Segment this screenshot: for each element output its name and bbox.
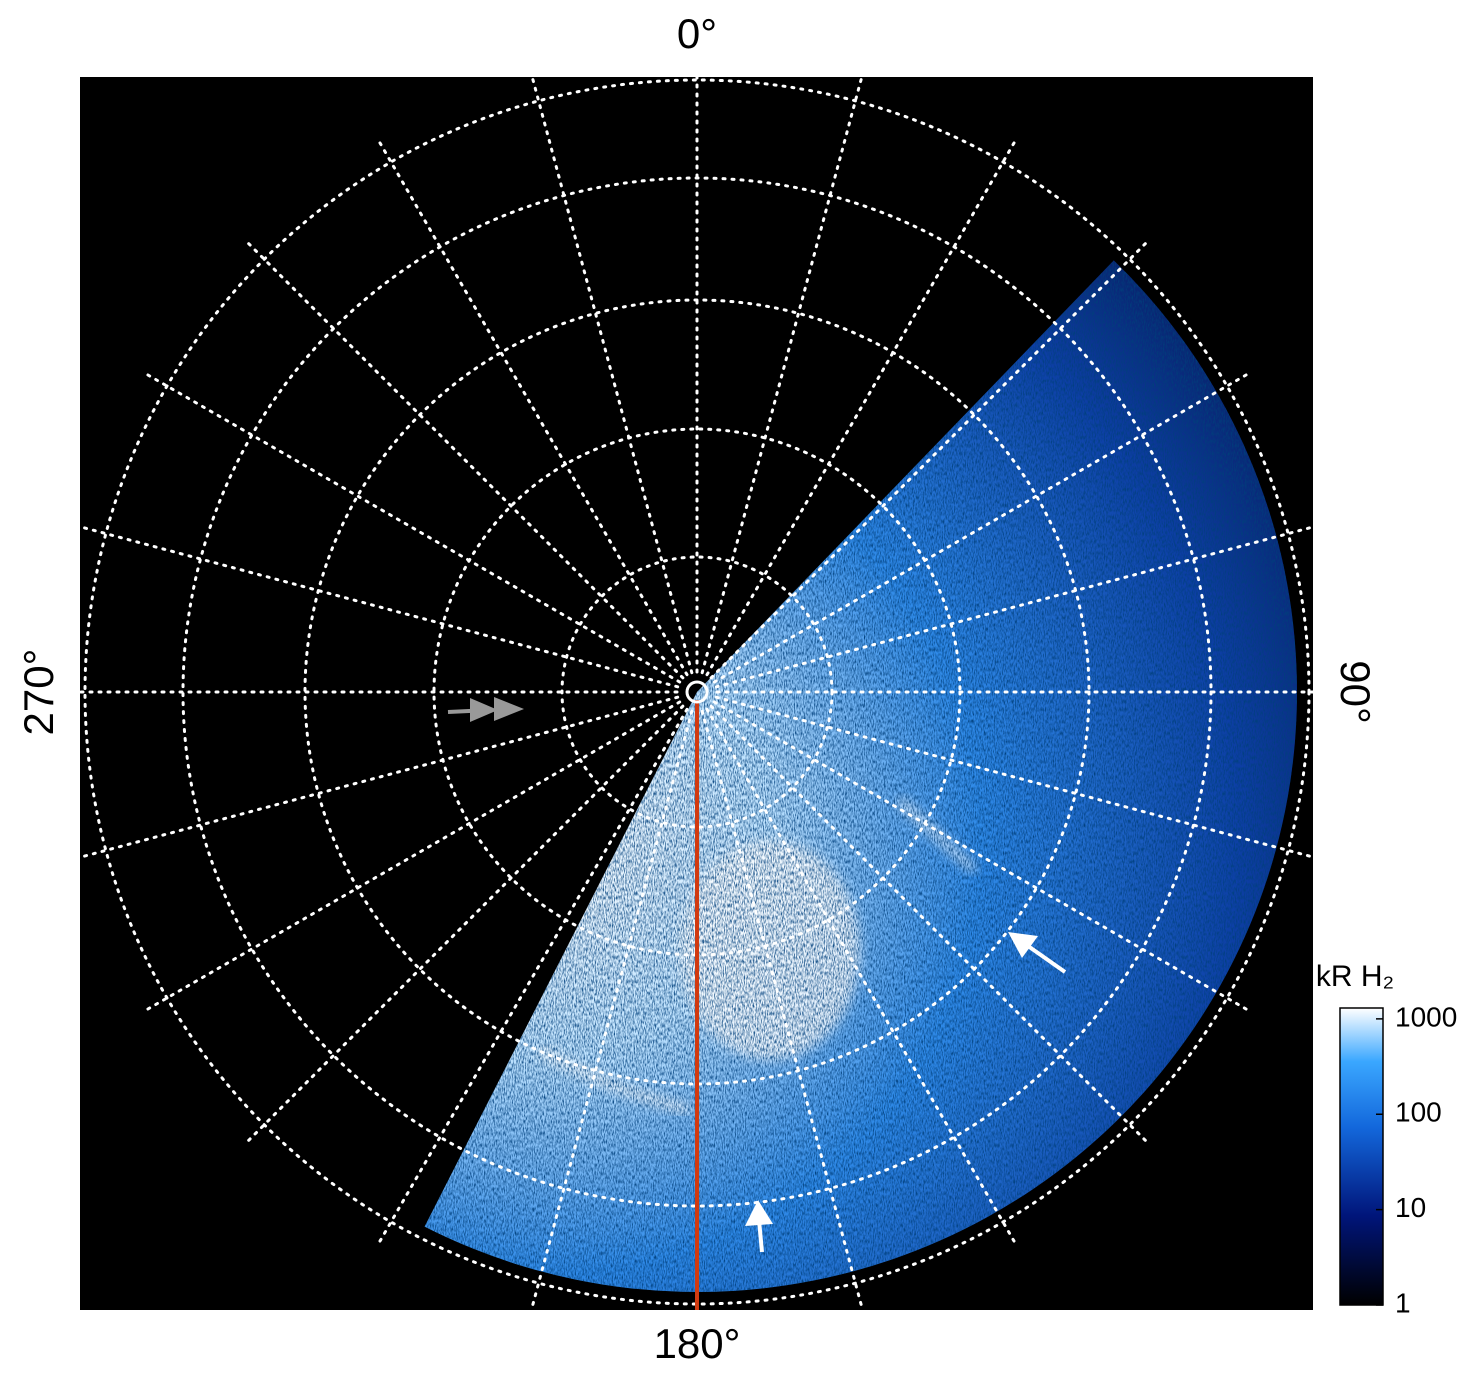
angle-tick-label: 270°	[15, 649, 62, 736]
arrows	[447, 697, 1067, 1253]
colorbar-tick-label: 1000	[1395, 1001, 1457, 1032]
arrow-shaft	[757, 1219, 764, 1253]
arrow-head	[494, 697, 524, 721]
colorbar-title: kR H₂	[1316, 960, 1394, 993]
colorbar-tick-label: 1	[1395, 1287, 1411, 1318]
arrow-head	[1008, 932, 1038, 958]
colorbar	[1339, 1007, 1384, 1306]
grid-circle	[83, 78, 1311, 1306]
colorbar-tick-label: 100	[1395, 1097, 1442, 1128]
arrow-head	[470, 698, 498, 722]
colorbar-tick-label: 10	[1395, 1192, 1426, 1223]
arrow-shaft	[1026, 944, 1067, 974]
arrow-head	[745, 1200, 773, 1226]
angle-tick-label: 180°	[654, 1320, 741, 1367]
grid-circle	[560, 555, 834, 829]
pole-marker	[685, 680, 709, 704]
angle-tick-label: 0°	[677, 10, 717, 57]
angle-tick-label: 90°	[1332, 660, 1379, 724]
